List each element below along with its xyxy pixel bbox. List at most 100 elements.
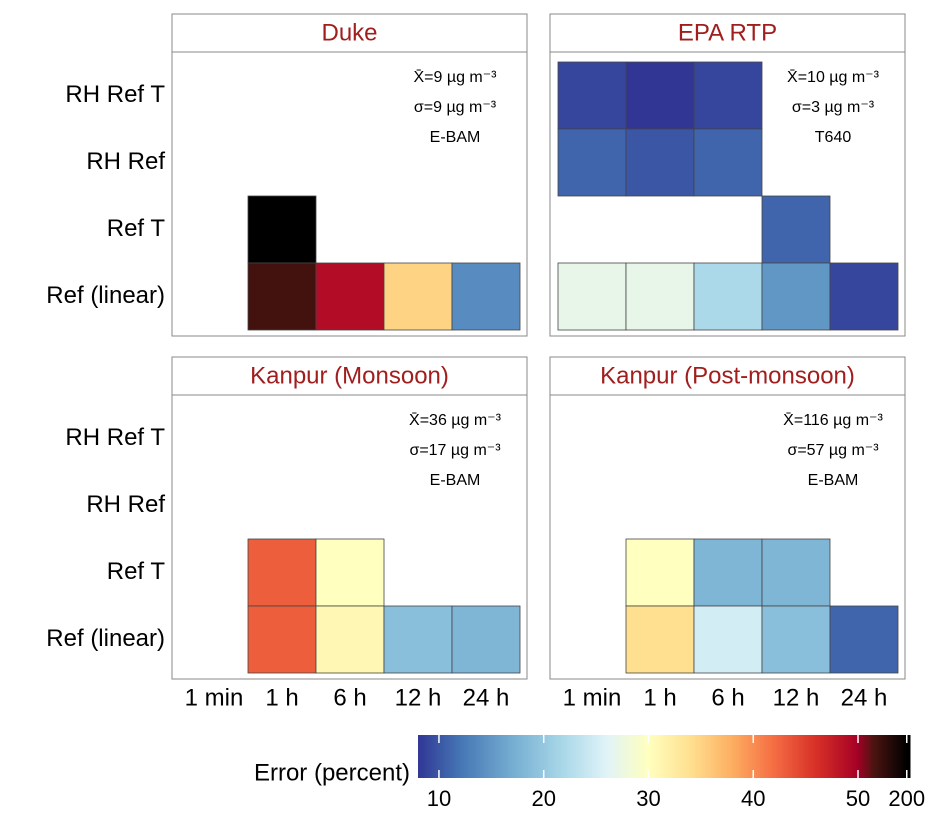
colorbar-bin (860, 735, 863, 778)
colorbar-bin (580, 735, 583, 778)
colorbar-bin (844, 735, 847, 778)
colorbar-bin (732, 735, 735, 778)
colorbar-bin (690, 735, 693, 778)
colorbar-tick-label: 200 (888, 786, 925, 811)
panel-title: Duke (321, 19, 377, 46)
annotation: σ=57 µg m⁻³ (787, 442, 879, 459)
cell (315, 262, 385, 331)
colorbar-bin (502, 735, 505, 778)
colorbar-bin (864, 735, 867, 778)
colorbar-bin (422, 735, 425, 778)
cell (451, 605, 521, 674)
colorbar-bin (806, 735, 809, 778)
colorbar-bin (832, 735, 835, 778)
colorbar-bin (756, 735, 759, 778)
colorbar-bin (610, 735, 613, 778)
colorbar-bin (598, 735, 601, 778)
colorbar-bin (908, 735, 911, 778)
colorbar-bin (590, 735, 593, 778)
colorbar-bin (660, 735, 663, 778)
colorbar-bin (460, 735, 463, 778)
colorbar-bin (618, 735, 621, 778)
colorbar-bin (604, 735, 607, 778)
colorbar-bin (518, 735, 521, 778)
y-tick-label: RH Ref T (65, 81, 165, 108)
panel-title: Kanpur (Monsoon) (250, 362, 449, 389)
colorbar-bin (694, 735, 697, 778)
colorbar-bin (784, 735, 787, 778)
x-tick-label: 1 h (643, 684, 676, 711)
colorbar-bin (464, 735, 467, 778)
colorbar-bin (454, 735, 457, 778)
colorbar-bin (854, 735, 857, 778)
cell (451, 262, 521, 331)
colorbar-bin (546, 735, 549, 778)
colorbar-bin (536, 735, 539, 778)
colorbar-bin (570, 735, 573, 778)
colorbar-bin (782, 735, 785, 778)
y-tick-label: RH Ref (86, 491, 165, 518)
colorbar-bin (472, 735, 475, 778)
colorbar-bin (768, 735, 771, 778)
colorbar-bin (574, 735, 577, 778)
colorbar-bin (550, 735, 553, 778)
colorbar-bin (802, 735, 805, 778)
colorbar-bin (504, 735, 507, 778)
colorbar-bin (838, 735, 841, 778)
colorbar-bin (752, 735, 755, 778)
colorbar-bin (884, 735, 887, 778)
cell (693, 61, 763, 130)
colorbar-bin (548, 735, 551, 778)
colorbar-bin (724, 735, 727, 778)
colorbar-bin (494, 735, 497, 778)
annotation: E-BAM (430, 129, 481, 146)
colorbar-tick-label: 10 (427, 786, 451, 811)
colorbar-bin (474, 735, 477, 778)
colorbar-bin (816, 735, 819, 778)
colorbar-bin (602, 735, 605, 778)
colorbar-bin (820, 735, 823, 778)
colorbar-bin (640, 735, 643, 778)
colorbar-bin (772, 735, 775, 778)
colorbar-bin (798, 735, 801, 778)
colorbar-bin (588, 735, 591, 778)
colorbar-bin (880, 735, 883, 778)
colorbar-bin (758, 735, 761, 778)
cell (829, 262, 899, 331)
colorbar-bin (738, 735, 741, 778)
annotation: E-BAM (808, 472, 859, 489)
colorbar-bin (594, 735, 597, 778)
colorbar-bin (646, 735, 649, 778)
colorbar-bin (812, 735, 815, 778)
colorbar-bin (534, 735, 537, 778)
colorbar-bin (484, 735, 487, 778)
colorbar-bin (770, 735, 773, 778)
colorbar-bin (826, 735, 829, 778)
colorbar-bin (852, 735, 855, 778)
colorbar-bin (540, 735, 543, 778)
colorbar-bin (840, 735, 843, 778)
colorbar-bin (476, 735, 479, 778)
colorbar-bin (714, 735, 717, 778)
colorbar-bin (436, 735, 439, 778)
colorbar-bin (786, 735, 789, 778)
x-tick-label: 1 min (185, 684, 244, 711)
colorbar-bin (582, 735, 585, 778)
colorbar-bin (892, 735, 895, 778)
colorbar-bin (576, 735, 579, 778)
y-tick-label: RH Ref (86, 148, 165, 175)
colorbar-bin (654, 735, 657, 778)
colorbar-bin (442, 735, 445, 778)
colorbar-bin (452, 735, 455, 778)
cell (761, 262, 831, 331)
colorbar-bin (744, 735, 747, 778)
colorbar-bin (874, 735, 877, 778)
strip (549, 13, 906, 53)
colorbar-bin (632, 735, 635, 778)
colorbar-bin (450, 735, 453, 778)
colorbar-bin (842, 735, 845, 778)
colorbar-bin (896, 735, 899, 778)
annotation: σ=3 µg m⁻³ (792, 99, 875, 116)
colorbar-bin (420, 735, 423, 778)
x-tick-label: 1 min (563, 684, 622, 711)
